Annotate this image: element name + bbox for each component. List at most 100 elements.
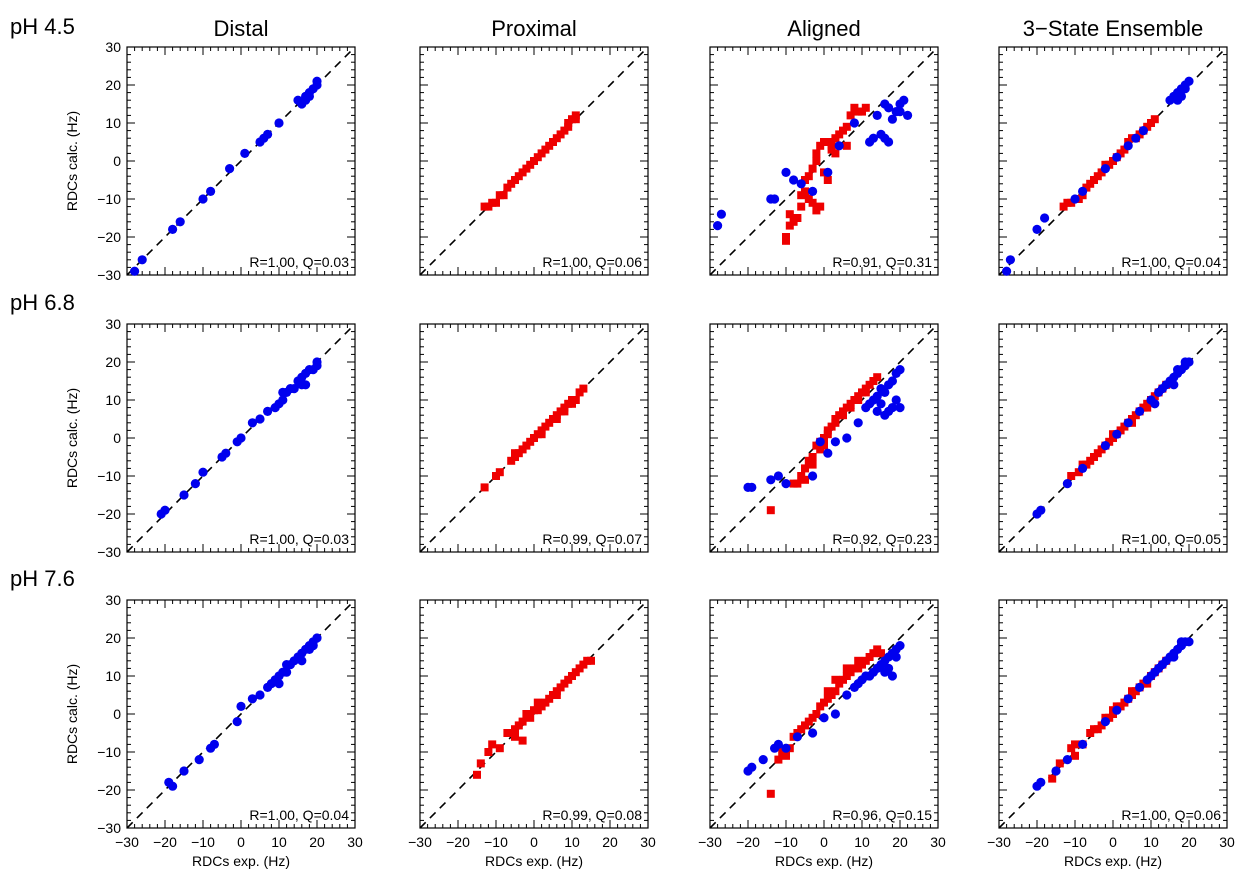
y-tick-label: −20: [97, 229, 121, 245]
blue-circle-point: [1036, 505, 1046, 515]
blue-circle-point: [1100, 164, 1110, 174]
blue-circle-point: [1002, 266, 1012, 276]
blue-circle-point: [289, 384, 299, 394]
blue-circle-point: [884, 103, 894, 113]
y-axis-label: RDCs calc. (Hz): [64, 388, 80, 488]
red-square-point: [823, 426, 832, 435]
y-tick-label: −30: [97, 267, 121, 283]
red-square-point: [804, 172, 813, 181]
red-square-point: [552, 691, 561, 699]
blue-circle-point: [247, 418, 257, 428]
blue-circle-point: [1112, 705, 1122, 715]
y-tick-label: 30: [105, 592, 121, 608]
x-tick-label: −10: [774, 834, 798, 850]
red-square-point: [801, 187, 809, 196]
x-tick-label: 20: [1181, 834, 1197, 850]
red-square-point: [1150, 115, 1159, 124]
red-square-point: [1071, 740, 1079, 749]
red-square-point: [495, 468, 504, 477]
y-tick-label: 10: [105, 115, 121, 131]
red-square-point: [1143, 403, 1152, 412]
x-tick-label: −10: [484, 834, 508, 850]
blue-circle-point: [194, 755, 204, 765]
fit-annotation: R=0.92, Q=0.23: [832, 531, 932, 547]
blue-circle-point: [823, 167, 833, 177]
scatter-panel: R=1.00, Q=0.05: [998, 323, 1228, 553]
blue-circle-point: [773, 739, 784, 750]
blue-circle-point: [789, 175, 799, 185]
blue-circle-point: [887, 114, 898, 124]
red-square-point: [1055, 759, 1064, 768]
column-title-proximal: Proximal: [491, 16, 577, 41]
red-square-point: [552, 415, 561, 423]
y-tick-label: 0: [113, 153, 121, 169]
red-square-point: [831, 418, 840, 427]
blue-circle-point: [137, 255, 147, 265]
red-square-point: [823, 176, 832, 184]
fit-annotation: R=1.00, Q=0.05: [1121, 531, 1221, 547]
scatter-panel: R=0.91, Q=0.31: [709, 46, 939, 276]
blue-circle-point: [808, 471, 818, 481]
red-square-point: [1067, 198, 1076, 207]
blue-circle-point: [179, 490, 189, 500]
x-tick-label: 20: [892, 834, 908, 850]
blue-circle-point: [232, 717, 242, 727]
red-square-point: [846, 111, 855, 120]
blue-circle-point: [1078, 186, 1088, 196]
blue-circle-point: [842, 433, 852, 443]
blue-circle-point: [297, 656, 307, 666]
scatter-panel: −30 −20 −10 0 10 20 30 RDCs exp. (Hz) R=0.96, Q=…: [698, 599, 946, 869]
red-square-point: [842, 664, 851, 673]
blue-circle-point: [876, 399, 886, 409]
blue-circle-point: [274, 679, 284, 689]
red-square-point: [854, 396, 863, 404]
red-square-point: [503, 183, 512, 192]
red-square-point: [842, 141, 851, 150]
x-tick-label: 0: [1109, 834, 1117, 850]
blue-circle-point: [255, 690, 265, 700]
blue-circle-point: [891, 395, 901, 405]
blue-circle-point: [891, 652, 901, 662]
y-tick-label: 0: [113, 430, 121, 446]
blue-circle-point: [282, 667, 292, 677]
blue-circle-point: [1180, 357, 1190, 367]
blue-circle-point: [274, 118, 284, 128]
blue-circle-point: [1112, 152, 1122, 162]
red-square-point: [873, 373, 882, 382]
red-square-point: [537, 430, 546, 439]
red-square-point: [492, 198, 500, 207]
red-square-point: [511, 732, 519, 741]
y-tick-label: 20: [105, 354, 121, 370]
blue-circle-point: [808, 728, 818, 738]
fit-annotation: R=0.91, Q=0.31: [832, 254, 932, 270]
blue-circle-point: [781, 167, 791, 177]
y-tick-label: 10: [105, 392, 121, 408]
row-label-ph68: pH 6.8: [10, 290, 75, 315]
red-square-point: [571, 111, 580, 120]
y-axis-label: RDCs calc. (Hz): [64, 111, 80, 211]
fit-annotation: R=1.00, Q=0.06: [542, 254, 642, 270]
y-tick-label: −30: [97, 544, 121, 560]
red-square-point: [568, 399, 576, 408]
red-square-point: [782, 751, 790, 760]
blue-circle-point: [1135, 682, 1145, 693]
red-square-point: [785, 210, 794, 219]
y-tick-label: −20: [97, 506, 121, 522]
blue-circle-point: [1078, 739, 1088, 750]
blue-circle-point: [236, 701, 246, 712]
blue-circle-point: [747, 482, 757, 492]
blue-circle-point: [179, 766, 189, 776]
scatter-panel: −30 −20 −10 0 10 20 30 RDCs exp. (Hz) R=1.00, Q=…: [987, 599, 1235, 869]
x-tick-label: −20: [446, 834, 470, 850]
blue-circle-point: [1078, 463, 1088, 473]
scatter-panel: −30 −20 −10 0 10 20 30 RDCs exp. (Hz) R=0.99, Q=…: [408, 599, 656, 869]
blue-circle-point: [713, 221, 723, 231]
blue-circle-point: [823, 448, 833, 458]
red-square-point: [808, 164, 817, 173]
fit-annotation: R=0.99, Q=0.07: [542, 531, 642, 547]
blue-circle-point: [206, 186, 216, 196]
blue-circle-point: [1062, 755, 1072, 765]
blue-circle-point: [842, 690, 852, 700]
red-square-point: [587, 656, 595, 665]
scatter-panel: R=1.00, Q=0.04: [998, 46, 1228, 276]
